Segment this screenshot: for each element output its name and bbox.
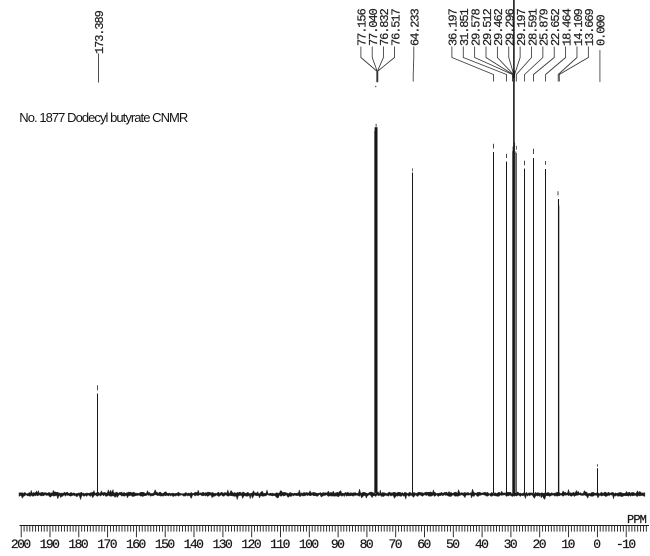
svg-text:76.832: 76.832: [378, 8, 392, 46]
svg-text:140: 140: [184, 537, 204, 552]
svg-text:173.389: 173.389: [93, 10, 107, 54]
svg-text:20: 20: [532, 537, 545, 552]
svg-text:77.040: 77.040: [367, 8, 381, 46]
svg-text:29.578: 29.578: [469, 8, 483, 46]
svg-text:29.197: 29.197: [515, 8, 529, 46]
svg-text:190: 190: [40, 537, 60, 552]
svg-text:29.462: 29.462: [492, 8, 506, 46]
svg-text:29.512: 29.512: [481, 8, 495, 46]
svg-text:25.879: 25.879: [538, 8, 552, 46]
svg-text:170: 170: [97, 537, 117, 552]
svg-text:0: 0: [593, 537, 600, 552]
svg-text:No. 1877 Dodecyl butyrate CNMR: No. 1877 Dodecyl butyrate CNMR: [19, 110, 188, 125]
svg-text:150: 150: [155, 537, 175, 552]
svg-text:PPM: PPM: [627, 513, 647, 527]
svg-text:70: 70: [388, 537, 401, 552]
svg-text:160: 160: [126, 537, 146, 552]
svg-text:13.669: 13.669: [583, 8, 597, 46]
svg-text:80: 80: [360, 537, 373, 552]
svg-text:10: 10: [561, 537, 574, 552]
svg-text:110: 110: [270, 537, 290, 552]
svg-text:14.109: 14.109: [572, 8, 586, 46]
svg-text:0.000: 0.000: [595, 15, 609, 46]
svg-text:60: 60: [417, 537, 430, 552]
svg-text:50: 50: [446, 537, 459, 552]
svg-text:18.464: 18.464: [560, 8, 574, 46]
svg-text:76.517: 76.517: [389, 8, 403, 46]
svg-text:29.296: 29.296: [504, 8, 518, 46]
svg-text:90: 90: [331, 537, 344, 552]
svg-text:40: 40: [475, 537, 488, 552]
svg-text:130: 130: [213, 537, 233, 552]
svg-text:22.652: 22.652: [549, 8, 563, 46]
svg-text:36.197: 36.197: [447, 8, 461, 46]
svg-text:31.851: 31.851: [458, 8, 472, 46]
svg-text:100: 100: [299, 537, 319, 552]
svg-text:180: 180: [68, 537, 88, 552]
svg-text:120: 120: [241, 537, 261, 552]
svg-text:77.156: 77.156: [356, 8, 370, 46]
svg-text:64.233: 64.233: [409, 8, 423, 46]
svg-text:-10: -10: [616, 537, 636, 552]
svg-text:200: 200: [11, 537, 31, 552]
svg-text:28.591: 28.591: [526, 8, 540, 46]
svg-text:30: 30: [504, 537, 517, 552]
